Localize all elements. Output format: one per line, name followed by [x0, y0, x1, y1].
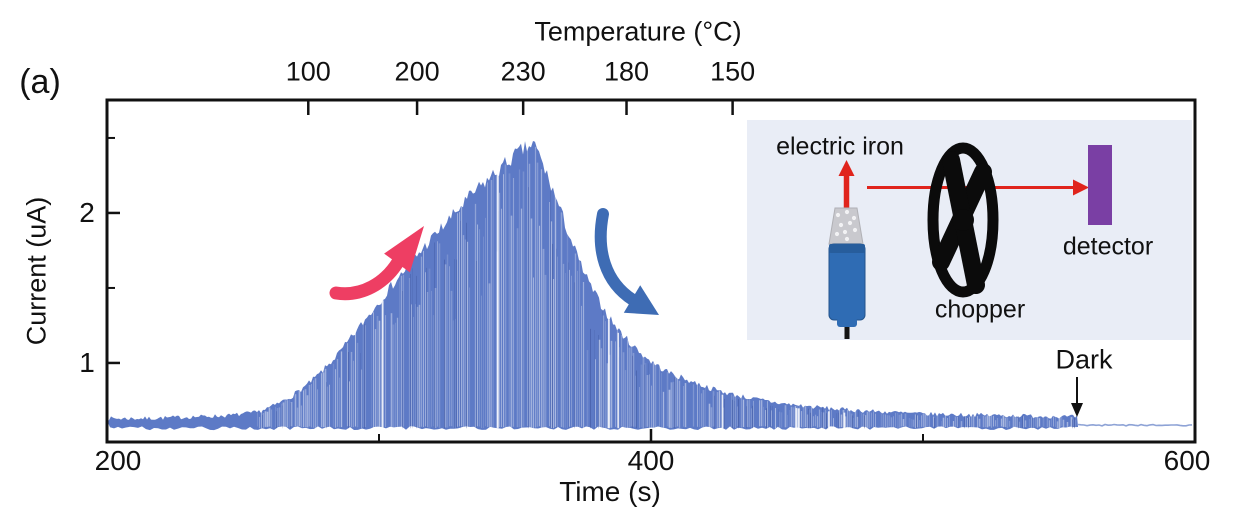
setup-diagram-graphics	[828, 142, 1112, 339]
electric-iron-graphic	[828, 160, 866, 339]
dark-annotation-arrow-icon	[1071, 377, 1083, 417]
chopper-wheel-graphic	[927, 142, 999, 298]
electric-iron-label: electric iron	[776, 132, 904, 161]
dark-annotation-label: Dark	[1055, 344, 1113, 375]
signal-trace	[107, 141, 1193, 431]
panel-label: (a)	[19, 63, 61, 101]
detector-graphic	[1088, 145, 1112, 225]
chopper-label: chopper	[934, 295, 1026, 324]
y-axis-title: Current (uA)	[21, 196, 52, 346]
plot-frame	[105, 98, 1197, 444]
fall-arrow-icon	[594, 208, 659, 315]
measurement-setup-inset: electric iron chopper detector	[747, 120, 1192, 340]
top-axis-title: Temperature (°C)	[534, 16, 742, 47]
x-axis-title: Time (s)	[559, 476, 661, 507]
detector-label: detector	[1062, 232, 1154, 261]
rise-arrow-icon	[329, 226, 424, 301]
axis-ticks	[105, 101, 1197, 441]
